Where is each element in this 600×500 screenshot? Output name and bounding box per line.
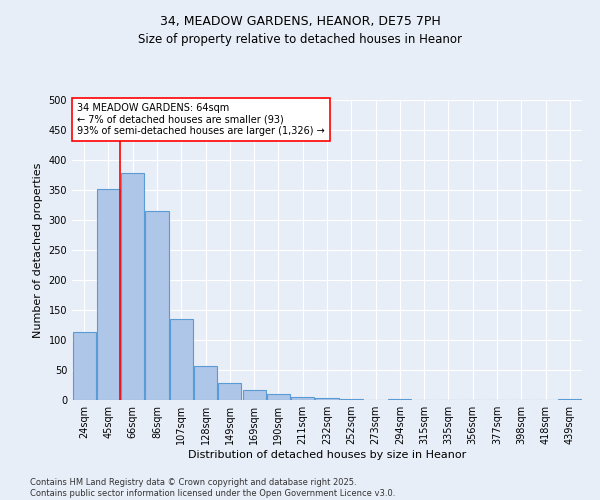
Bar	[170, 319, 193, 400]
Text: Size of property relative to detached houses in Heanor: Size of property relative to detached ho…	[138, 32, 462, 46]
Bar	[388, 399, 412, 400]
Bar	[121, 173, 144, 400]
Bar	[340, 399, 363, 400]
Bar	[194, 366, 217, 400]
Bar	[97, 189, 120, 400]
Bar	[73, 332, 95, 400]
Bar	[291, 397, 314, 400]
Bar	[316, 398, 338, 400]
Bar	[242, 390, 266, 400]
Bar	[267, 394, 290, 400]
X-axis label: Distribution of detached houses by size in Heanor: Distribution of detached houses by size …	[188, 450, 466, 460]
Text: 34 MEADOW GARDENS: 64sqm
← 7% of detached houses are smaller (93)
93% of semi-de: 34 MEADOW GARDENS: 64sqm ← 7% of detache…	[77, 103, 325, 136]
Bar	[559, 399, 581, 400]
Text: Contains HM Land Registry data © Crown copyright and database right 2025.
Contai: Contains HM Land Registry data © Crown c…	[30, 478, 395, 498]
Text: 34, MEADOW GARDENS, HEANOR, DE75 7PH: 34, MEADOW GARDENS, HEANOR, DE75 7PH	[160, 15, 440, 28]
Y-axis label: Number of detached properties: Number of detached properties	[33, 162, 43, 338]
Bar	[218, 383, 241, 400]
Bar	[145, 211, 169, 400]
